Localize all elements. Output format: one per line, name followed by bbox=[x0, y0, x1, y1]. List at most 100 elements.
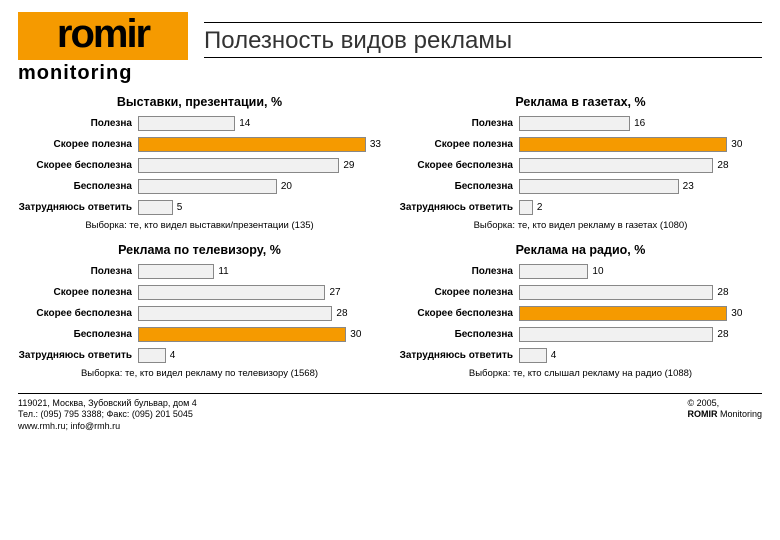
logo-block: romir monitoring bbox=[18, 12, 188, 85]
bar-value: 10 bbox=[592, 266, 603, 277]
bar-track: 28 bbox=[519, 158, 762, 173]
bar-track: 30 bbox=[519, 137, 762, 152]
bar-value: 29 bbox=[343, 160, 354, 171]
page-title: Полезность видов рекламы bbox=[204, 27, 762, 55]
bar-value: 5 bbox=[177, 202, 183, 213]
bar-row: Полезна 10 bbox=[399, 263, 762, 279]
bar-label: Бесполезна bbox=[18, 181, 138, 192]
bar-fill bbox=[519, 285, 713, 300]
bar-fill bbox=[138, 327, 346, 342]
bar-label: Бесполезна bbox=[399, 329, 519, 340]
bar-value: 20 bbox=[281, 181, 292, 192]
bar-row: Затрудняюсь ответить 2 bbox=[399, 199, 762, 215]
bar-value: 28 bbox=[717, 287, 728, 298]
chart-title: Реклама на радио, % bbox=[399, 243, 762, 257]
bar-row: Бесполезна 20 bbox=[18, 178, 381, 194]
bar-fill bbox=[138, 285, 325, 300]
bar-fill bbox=[138, 158, 339, 173]
bar-label: Полезна bbox=[399, 266, 519, 277]
bar-label: Затрудняюсь ответить bbox=[399, 350, 519, 361]
chart-caption: Выборка: те, кто видел выставки/презента… bbox=[18, 220, 381, 231]
bar-label: Скорее полезна bbox=[399, 287, 519, 298]
bar-value: 30 bbox=[731, 139, 742, 150]
bar-fill bbox=[519, 327, 713, 342]
footer: 119021, Москва, Зубовский бульвар, дом 4… bbox=[18, 393, 762, 432]
bar-fill bbox=[138, 348, 166, 363]
bar-value: 28 bbox=[336, 308, 347, 319]
footer-copyright-2: ROMIR Monitoring bbox=[687, 409, 762, 420]
bar-value: 16 bbox=[634, 118, 645, 129]
bar-row: Затрудняюсь ответить 4 bbox=[399, 347, 762, 363]
header: romir monitoring Полезность видов реклам… bbox=[18, 12, 762, 85]
logo-main: romir bbox=[18, 12, 188, 60]
bar-value: 27 bbox=[329, 287, 340, 298]
bar-label: Полезна bbox=[18, 266, 138, 277]
bar-value: 30 bbox=[350, 329, 361, 340]
footer-left: 119021, Москва, Зубовский бульвар, дом 4… bbox=[18, 398, 197, 432]
bar-fill bbox=[138, 179, 277, 194]
chart-caption: Выборка: те, кто видел рекламу по телеви… bbox=[18, 368, 381, 379]
bar-label: Скорее бесполезна bbox=[18, 160, 138, 171]
bar-row: Скорее бесполезна28 bbox=[399, 157, 762, 173]
bar-label: Скорее полезна bbox=[18, 287, 138, 298]
bar-track: 28 bbox=[519, 327, 762, 342]
bar-fill bbox=[519, 348, 547, 363]
bar-fill bbox=[519, 137, 727, 152]
bar-value: 4 bbox=[551, 350, 557, 361]
bar-track: 5 bbox=[138, 200, 381, 215]
bar-track: 30 bbox=[138, 327, 381, 342]
bar-label: Скорее полезна bbox=[18, 139, 138, 150]
bar-fill bbox=[138, 264, 214, 279]
bar-row: Полезна 11 bbox=[18, 263, 381, 279]
bar-value: 2 bbox=[537, 202, 543, 213]
chart-caption: Выборка: те, кто видел рекламу в газетах… bbox=[399, 220, 762, 231]
chart-title: Реклама по телевизору, % bbox=[18, 243, 381, 257]
bar-value: 23 bbox=[683, 181, 694, 192]
bar-row: Скорее полезна30 bbox=[399, 136, 762, 152]
bar-value: 28 bbox=[717, 160, 728, 171]
bar-label: Бесполезна bbox=[399, 181, 519, 192]
bar-value: 33 bbox=[370, 139, 381, 150]
bar-fill bbox=[138, 116, 235, 131]
bar-value: 28 bbox=[717, 329, 728, 340]
chart-2: Реклама по телевизору, % Полезна 11 Скорее … bbox=[18, 243, 381, 387]
footer-right: © 2005, ROMIR Monitoring bbox=[687, 398, 762, 432]
bar-track: 10 bbox=[519, 264, 762, 279]
bar-track: 4 bbox=[519, 348, 762, 363]
bar-value: 30 bbox=[731, 308, 742, 319]
chart-1: Реклама в газетах, %Полезна16Скорее поле… bbox=[399, 95, 762, 239]
bar-row: Скорее полезна 28 bbox=[399, 284, 762, 300]
logo-sub: monitoring bbox=[18, 62, 188, 85]
bar-fill bbox=[519, 179, 679, 194]
bar-fill bbox=[519, 158, 713, 173]
bar-label: Затрудняюсь ответить bbox=[399, 202, 519, 213]
chart-0: Выставки, презентации, %Полезна14Скорее … bbox=[18, 95, 381, 239]
chart-title: Реклама в газетах, % bbox=[399, 95, 762, 109]
bar-track: 27 bbox=[138, 285, 381, 300]
chart-3: Реклама на радио, % Полезна 10 Скорее полез… bbox=[399, 243, 762, 387]
bar-row: Скорее бесполезна28 bbox=[18, 305, 381, 321]
bar-track: 33 bbox=[138, 137, 381, 152]
footer-phone: Тел.: (095) 795 3388; Факс: (095) 201 50… bbox=[18, 409, 197, 420]
bar-track: 16 bbox=[519, 116, 762, 131]
bar-fill bbox=[519, 264, 588, 279]
bar-track: 4 bbox=[138, 348, 381, 363]
bar-track: 11 bbox=[138, 264, 381, 279]
bar-row: Бесполезна30 bbox=[18, 326, 381, 342]
bar-track: 14 bbox=[138, 116, 381, 131]
bar-track: 29 bbox=[138, 158, 381, 173]
bar-track: 20 bbox=[138, 179, 381, 194]
bar-fill bbox=[138, 137, 366, 152]
bar-track: 23 bbox=[519, 179, 762, 194]
footer-address: 119021, Москва, Зубовский бульвар, дом 4 bbox=[18, 398, 197, 409]
bar-fill bbox=[138, 200, 173, 215]
bar-value: 11 bbox=[218, 266, 228, 277]
bar-fill bbox=[519, 116, 630, 131]
bar-fill bbox=[519, 200, 533, 215]
bar-row: Скорее бесполезна30 bbox=[399, 305, 762, 321]
bar-label: Затрудняюсь ответить bbox=[18, 202, 138, 213]
title-block: Полезность видов рекламы bbox=[204, 12, 762, 58]
bar-row: Скорее бесполезна 29 bbox=[18, 157, 381, 173]
bar-row: Затрудняюсь ответить4 bbox=[18, 347, 381, 363]
bar-fill bbox=[138, 306, 332, 321]
